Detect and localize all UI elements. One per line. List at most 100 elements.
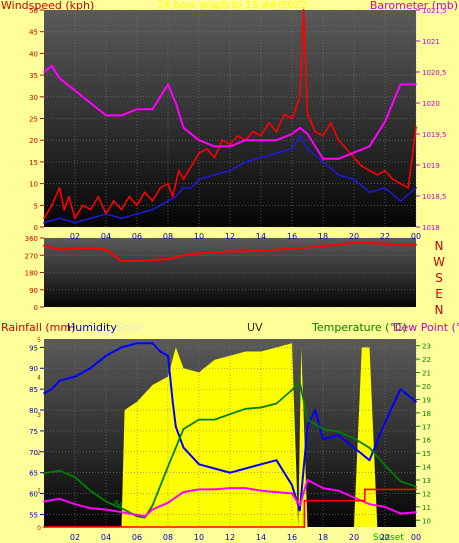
temperature-line-point: [368, 446, 371, 449]
direction-line-point: [353, 241, 355, 244]
gust-line-point: [415, 187, 417, 189]
gust-line-point: [190, 187, 193, 189]
x-tick-label: 10: [194, 232, 204, 241]
wind-line-point: [63, 208, 66, 211]
wind-line-point: [97, 195, 100, 198]
wind-line-point: [407, 187, 410, 189]
barometer-line-point: [74, 89, 76, 92]
humidity-line-point: [337, 434, 340, 436]
dew-point-line-point: [120, 511, 123, 514]
wind-line-point: [159, 187, 162, 189]
wind-line-point: [43, 217, 45, 220]
y-tick-label: 25: [29, 116, 38, 124]
direction-line-point: [322, 244, 324, 247]
wind-line-point: [50, 204, 53, 207]
barometer-line-point: [260, 139, 262, 142]
direction-line-point: [136, 260, 138, 262]
y-tick-label: 15: [422, 450, 431, 458]
temperature-line-point: [415, 485, 417, 488]
rain-line-point: [363, 499, 366, 502]
compass-letter: W: [433, 255, 445, 269]
barometer-line-point: [229, 145, 231, 148]
axis-ticks: 0510152025303540455010181018,510191019,5…: [25, 7, 447, 542]
y-tick-label: 5: [34, 202, 38, 210]
temperature-label: Temperature (°C): [311, 321, 407, 334]
barometer-line-point: [337, 157, 340, 160]
wind-line-point: [399, 182, 402, 185]
dew-point-line-point: [58, 497, 61, 500]
wind-line-point: [229, 143, 231, 146]
direction-line-point: [58, 248, 61, 251]
y-tick-label: 1021,5: [422, 7, 447, 15]
gust-line-point: [353, 178, 355, 181]
temperature-line-point: [260, 406, 262, 409]
y-tick-label: 15: [29, 159, 38, 167]
compass-letter: N: [435, 303, 444, 317]
y-tick-label: 14: [422, 464, 431, 472]
direction-line-point: [89, 247, 92, 250]
x-tick-label: 18: [318, 533, 328, 542]
y-tick-label: 22: [422, 356, 431, 364]
gust-line-point: [43, 221, 45, 224]
humidity-line-point: [291, 484, 293, 487]
temperature-line-point: [244, 407, 247, 410]
rain-tick-label: 5: [37, 337, 41, 344]
y-tick-label: 95: [29, 344, 38, 352]
sunset-annotation: Sunset: [373, 533, 404, 543]
dew-point-line-point: [399, 512, 402, 515]
barometer-line-point: [314, 145, 317, 148]
rain-tick-label: 2: [37, 450, 41, 457]
y-tick-label: 0: [34, 224, 38, 232]
x-tick-label: 20: [349, 232, 359, 241]
gust-line-point: [399, 200, 402, 202]
temperature-line-point: [213, 418, 216, 421]
barometer-line-point: [105, 114, 107, 117]
wind-line-point: [252, 130, 255, 133]
temperature-line-point: [337, 430, 340, 433]
y-tick-label: 20: [29, 137, 38, 145]
gust-line-point: [291, 148, 293, 150]
rain-tick-label: 1: [37, 487, 41, 494]
temperature-line-point: [120, 507, 123, 510]
dew-point-line-point: [337, 489, 340, 492]
barometer-line-point: [89, 102, 92, 104]
wind-line-point: [353, 156, 355, 159]
x-tick-label: 00: [411, 232, 421, 241]
dew-point-line-point: [306, 479, 309, 481]
x-tick-label: 08: [163, 533, 173, 542]
wind-line-point: [391, 178, 394, 181]
direction-line-point: [368, 241, 371, 244]
barometer-line-point: [275, 139, 278, 142]
rain-tick-label: 4: [37, 375, 41, 382]
wind-line-point: [177, 169, 180, 172]
dew-point-line-point: [229, 487, 231, 489]
direction-line-point: [337, 243, 340, 246]
x-tick-label: 04: [101, 533, 111, 542]
wind-line-point: [345, 148, 348, 150]
humidity-line-point: [306, 425, 309, 428]
dew-point-line-point: [384, 506, 386, 508]
barometer-line-point: [174, 102, 177, 104]
barometer-line-point: [306, 133, 309, 135]
humidity-line-point: [159, 350, 162, 353]
y-tick-label: 1021: [422, 38, 440, 46]
wind-line-point: [329, 121, 332, 124]
direction-line-point: [151, 259, 154, 261]
barometer-line-point: [291, 133, 293, 135]
dew-point-line-point: [143, 515, 146, 518]
rain-line-point: [303, 499, 306, 502]
wind-line-point: [415, 126, 417, 129]
dew-point-line-point: [167, 501, 169, 504]
wind-line-point: [260, 135, 262, 137]
wind-line-point: [221, 139, 224, 142]
x-tick-label: 06: [132, 533, 142, 542]
y-tick-label: 13: [422, 477, 431, 485]
gust-line-point: [151, 208, 154, 211]
barometer-line-point: [298, 126, 301, 129]
dewpoint-label: Dew Point (°C): [393, 321, 459, 334]
rainfall-label: Rainfall (mm): [1, 321, 75, 334]
gust-line-point: [174, 195, 177, 198]
y-tick-label: 1019,5: [422, 131, 447, 139]
barometer-line-point: [368, 145, 371, 148]
rain-line-point: [415, 488, 417, 491]
